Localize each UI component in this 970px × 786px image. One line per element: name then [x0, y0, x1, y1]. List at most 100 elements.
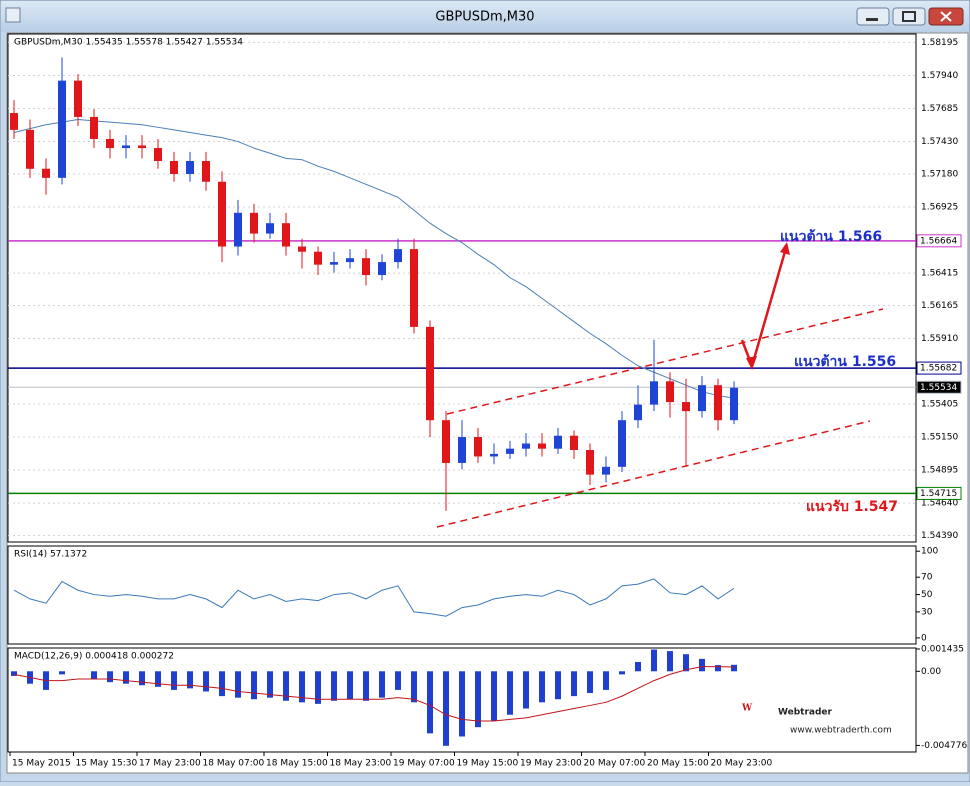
macd-bar [235, 671, 241, 698]
candle-body [42, 168, 50, 178]
y-tick-label: 1.56165 [921, 301, 958, 311]
arrow-heads [746, 242, 790, 370]
minimize-button[interactable] [856, 7, 890, 26]
macd-bar [587, 671, 593, 694]
macd-bar [571, 671, 577, 697]
candle-body [122, 145, 130, 149]
candle-body [282, 223, 290, 247]
macd-bar [507, 671, 513, 715]
candle-body [666, 381, 674, 403]
logo-w: W [741, 704, 753, 714]
y-tick-label: 1.55910 [921, 334, 958, 344]
macd-bar [619, 671, 625, 675]
y-tick-label: 0 [921, 633, 927, 643]
macd-bar [331, 671, 337, 701]
y-tick-label: -0.004776 [921, 741, 967, 751]
macd-bar [555, 671, 561, 700]
candle-body [218, 181, 226, 247]
resistance-label: แนวต้าน 1.556 [794, 354, 896, 370]
maximize-button[interactable] [892, 7, 926, 26]
macd-bar [219, 671, 225, 697]
candle-body [138, 145, 146, 149]
y-tick-label: 1.57940 [921, 71, 958, 81]
macd-bar [139, 671, 145, 686]
candle-body [634, 404, 642, 421]
candle-body [506, 448, 514, 454]
y-tick-label: 1.57685 [921, 104, 958, 114]
candle-body [474, 437, 482, 457]
candle-body [10, 113, 18, 130]
candle-body [58, 80, 66, 178]
x-tick-label: 15 May 2015 [12, 759, 71, 769]
candle-body [154, 148, 162, 161]
y-tick-label: 1.54895 [921, 466, 958, 476]
macd-bar [251, 671, 257, 700]
price-level-box [916, 234, 962, 248]
y-tick-label: 1.56925 [921, 203, 958, 213]
candle-body [554, 435, 562, 449]
y-tick-label: 0.001435 [921, 645, 964, 655]
pane [7, 545, 917, 645]
x-tick-label: 18 May 23:00 [330, 759, 392, 769]
y-tick-label: 1.55150 [921, 433, 958, 443]
macd-bar [155, 671, 161, 687]
price-level-box [916, 380, 962, 394]
candle-body [362, 258, 370, 276]
candle-body [522, 443, 530, 449]
candle-body [714, 385, 722, 421]
price-level-label: 1.54715 [920, 489, 957, 499]
candle-body [602, 466, 610, 475]
x-tick-label: 20 May 23:00 [711, 759, 773, 769]
macd-bar [523, 671, 529, 709]
y-tick-label: 100 [921, 547, 938, 557]
macd-bar [539, 671, 545, 703]
price-level-label: 1.56664 [920, 236, 957, 246]
logo-url: www.webtraderth.com [790, 726, 892, 736]
price-level-label: 1.55682 [920, 364, 957, 374]
macd-bar [411, 671, 417, 703]
candle-body [186, 161, 194, 174]
title-bar [1, 1, 969, 32]
pane-header: RSI(14) 57.1372 [14, 550, 87, 560]
macd-bar [347, 671, 353, 700]
macd-bar [443, 671, 449, 746]
macd-bar [11, 671, 17, 676]
logo: W Webtrader www.webtraderth.com [741, 704, 892, 736]
channel-lower [436, 420, 871, 528]
candle-body [586, 449, 594, 475]
candle-body [106, 138, 114, 149]
candle-body [394, 249, 402, 263]
macd-bar [267, 671, 273, 698]
plot: 1.58195 1.57940 1.57685 1.57430 1.57180 1.569… [7, 33, 967, 769]
macd-bar [491, 671, 497, 721]
price-level-label: 1.55534 [920, 383, 957, 393]
candle-body [682, 402, 690, 412]
macd-bar [651, 649, 657, 672]
macd-bar [59, 671, 65, 675]
drawings: แนวต้าน 1.566 แนวต้าน 1.556 แนวรับ 1.547 [436, 229, 898, 528]
macd-bar [475, 671, 481, 728]
pane-header: GBPUSDm,M30 1.55435 1.55578 1.55427 1.55… [14, 38, 243, 48]
x-tick-label: 20 May 15:00 [647, 759, 709, 769]
macd-bar [683, 654, 689, 672]
candle-body [618, 420, 626, 467]
pane-header: MACD(12,26,9) 0.000418 0.000272 [14, 652, 174, 662]
candle-body [458, 437, 466, 463]
candle-body [538, 443, 546, 449]
macd-bar [123, 671, 129, 684]
candle-body [250, 212, 258, 234]
resistance-label: แนวต้าน 1.566 [780, 229, 882, 245]
candle-body [730, 387, 738, 421]
candle-body [266, 223, 274, 234]
macd-bar [715, 665, 721, 672]
y-tick-label: 50 [921, 590, 933, 600]
candle-body [202, 161, 210, 182]
y-tick-label: 1.57430 [921, 137, 958, 147]
candle-body [74, 80, 82, 117]
candle-body [698, 385, 706, 412]
macd-bar [379, 671, 385, 698]
signal-line [13, 666, 735, 722]
x-tick-label: 19 May 15:00 [457, 759, 519, 769]
